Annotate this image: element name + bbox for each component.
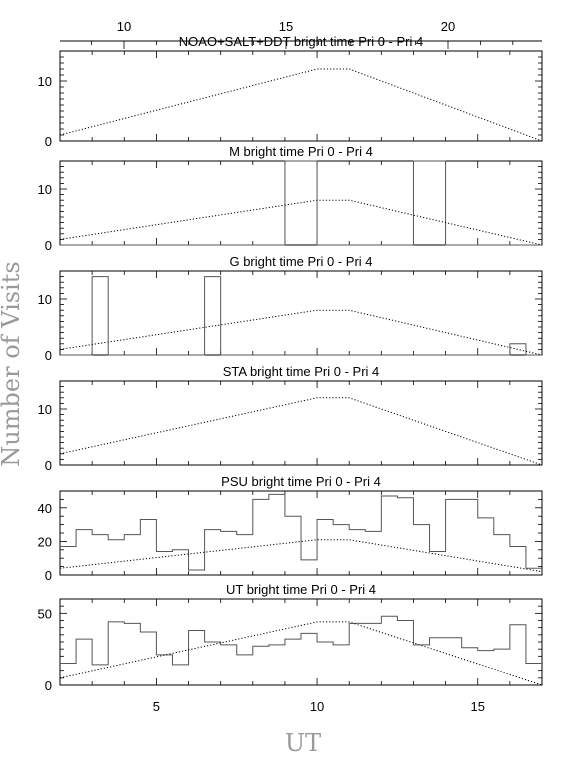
bottom-axis-tick-label: 15 [470,699,484,714]
bottom-axis: 5 10 15 [153,699,485,714]
panel-frame [59,598,543,686]
y-tick-label: 10 [38,402,52,417]
y-tick-label: 10 [38,182,52,197]
top-axis-tick-label: 10 [117,19,131,34]
panel-frame [59,50,543,142]
panel-title: PSU bright time Pri 0 - Pri 4 [221,474,381,489]
model-curve [59,199,543,246]
panel: M bright time Pri 0 - Pri 4 0 10 [38,144,543,253]
bottom-axis-tick-label: 5 [153,699,160,714]
panel-title: NOAO+SALT+DDT bright time Pri 0 - Pri 4 [179,34,423,49]
y-tick-label: 0 [45,134,52,149]
histogram-series [60,493,542,571]
panel-title: UT bright time Pri 0 - Pri 4 [226,582,376,597]
y-axis-label: Number of Visits [0,261,25,466]
y-tick-label: 40 [38,501,52,516]
y-tick-label: 10 [38,292,52,307]
model-curve [59,397,543,466]
y-tick-label: 20 [38,534,52,549]
panel: NOAO+SALT+DDT bright time Pri 0 - Pri 4 0… [38,34,543,149]
panel: STA bright time Pri 0 - Pri 4 0 10 [38,364,543,473]
model-curve [59,621,543,686]
panel-title: M bright time Pri 0 - Pri 4 [229,144,373,159]
y-tick-label: 0 [45,568,52,583]
top-axis: 10 15 20 [60,19,542,49]
panel-title: G bright time Pri 0 - Pri 4 [229,254,372,269]
top-axis-tick-label: 15 [279,19,293,34]
y-tick-label: 0 [45,458,52,473]
bottom-axis-tick-label: 10 [310,699,324,714]
histogram-series [60,160,542,246]
y-tick-label: 10 [38,74,52,89]
panel-frame [59,380,543,466]
histogram-series [60,276,542,356]
y-tick-label: 0 [45,238,52,253]
panel: G bright time Pri 0 - Pri 4 0 10 [38,254,543,363]
panel: PSU bright time Pri 0 - Pri 4 0 20 40 [38,474,543,583]
model-curve [59,309,543,356]
model-curve [59,68,543,142]
x-axis-label: UT [285,729,321,757]
panel-title: STA bright time Pri 0 - Pri 4 [223,364,380,379]
y-tick-label: 50 [38,606,52,621]
panel: UT bright time Pri 0 - Pri 4 0 50 [38,582,543,693]
y-tick-label: 0 [45,678,52,693]
histogram-series [60,615,542,666]
top-axis-tick-label: 20 [441,19,455,34]
y-tick-label: 0 [45,348,52,363]
